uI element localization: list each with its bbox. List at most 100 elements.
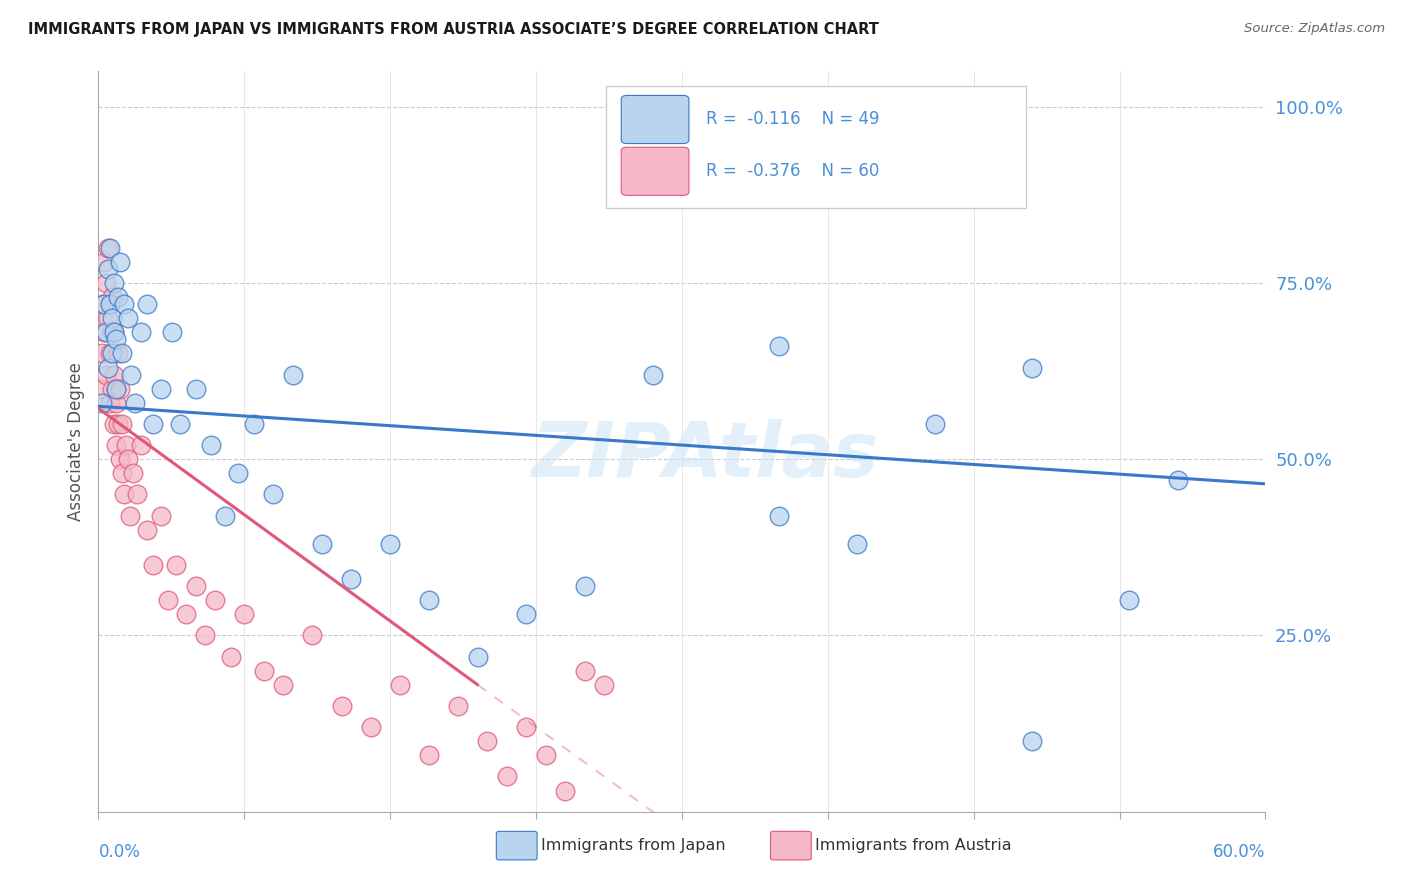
Point <box>418 748 440 763</box>
Point <box>388 678 411 692</box>
Point <box>107 346 129 360</box>
Point <box>108 382 131 396</box>
Point <box>554 783 576 797</box>
Point <box>162 325 184 339</box>
Point <box>111 417 134 431</box>
Point <box>91 297 114 311</box>
Point <box>467 649 489 664</box>
Point <box>97 311 120 326</box>
Point <box>91 346 114 360</box>
Point <box>194 628 217 642</box>
Point <box>104 438 127 452</box>
Point <box>98 297 121 311</box>
Point <box>112 487 135 501</box>
Point <box>111 467 134 481</box>
Point <box>101 311 124 326</box>
Point <box>174 607 197 622</box>
Point <box>127 487 149 501</box>
Point <box>515 607 537 622</box>
Point <box>165 558 187 572</box>
Point <box>122 467 145 481</box>
Point <box>97 241 120 255</box>
Point <box>330 698 353 713</box>
Point <box>418 593 440 607</box>
Point <box>253 664 276 678</box>
Point <box>98 346 121 360</box>
Point <box>104 382 127 396</box>
Point <box>104 382 127 396</box>
Point <box>118 508 141 523</box>
Point <box>477 734 499 748</box>
Point <box>845 537 868 551</box>
Point <box>98 297 121 311</box>
Point <box>228 467 250 481</box>
Point <box>93 325 115 339</box>
Point <box>534 748 557 763</box>
Point <box>136 523 159 537</box>
Point <box>641 368 664 382</box>
Point <box>271 678 294 692</box>
Point <box>593 678 616 692</box>
Point <box>107 290 129 304</box>
Point <box>103 276 125 290</box>
FancyBboxPatch shape <box>621 95 689 144</box>
Point <box>262 487 284 501</box>
Point <box>101 325 124 339</box>
Point <box>1021 734 1043 748</box>
Point <box>157 593 180 607</box>
Point <box>149 508 172 523</box>
FancyBboxPatch shape <box>770 831 811 860</box>
Point <box>114 438 136 452</box>
Point <box>129 438 152 452</box>
Point <box>104 396 127 410</box>
Point <box>136 297 159 311</box>
FancyBboxPatch shape <box>621 147 689 195</box>
Text: ZIPAtlas: ZIPAtlas <box>531 419 879 493</box>
Point <box>360 720 382 734</box>
Point <box>495 769 517 783</box>
Point <box>93 297 115 311</box>
Text: R =  -0.376    N = 60: R = -0.376 N = 60 <box>706 162 880 180</box>
Point <box>101 290 124 304</box>
Point <box>101 346 124 360</box>
Text: 0.0%: 0.0% <box>98 843 141 861</box>
Point <box>103 417 125 431</box>
Y-axis label: Associate's Degree: Associate's Degree <box>66 362 84 521</box>
Point <box>1118 593 1140 607</box>
Point <box>378 537 402 551</box>
Point <box>149 382 172 396</box>
Text: Source: ZipAtlas.com: Source: ZipAtlas.com <box>1244 22 1385 36</box>
Point <box>129 325 152 339</box>
Point <box>108 254 131 268</box>
Point <box>1021 360 1043 375</box>
Point <box>121 368 143 382</box>
Point <box>184 579 207 593</box>
Point <box>103 368 125 382</box>
Point <box>107 417 129 431</box>
Point <box>311 537 333 551</box>
Point <box>243 417 266 431</box>
Point <box>233 607 256 622</box>
Point <box>169 417 191 431</box>
Point <box>103 325 125 339</box>
Point <box>98 241 121 255</box>
Text: IMMIGRANTS FROM JAPAN VS IMMIGRANTS FROM AUSTRIA ASSOCIATE’S DEGREE CORRELATION : IMMIGRANTS FROM JAPAN VS IMMIGRANTS FROM… <box>28 22 879 37</box>
Point <box>89 382 111 396</box>
Text: Immigrants from Japan: Immigrants from Japan <box>541 838 725 853</box>
Point <box>104 332 127 346</box>
Point <box>574 664 596 678</box>
Point <box>111 346 134 360</box>
Point <box>142 558 165 572</box>
Point <box>124 396 146 410</box>
Point <box>219 649 242 664</box>
Point <box>101 382 124 396</box>
Text: Immigrants from Austria: Immigrants from Austria <box>815 838 1012 853</box>
Point <box>924 417 946 431</box>
Text: R =  -0.116    N = 49: R = -0.116 N = 49 <box>706 111 880 128</box>
Point <box>91 396 114 410</box>
Point <box>1167 473 1189 487</box>
Point <box>214 508 236 523</box>
Point <box>184 382 207 396</box>
Point <box>515 720 537 734</box>
FancyBboxPatch shape <box>496 831 537 860</box>
